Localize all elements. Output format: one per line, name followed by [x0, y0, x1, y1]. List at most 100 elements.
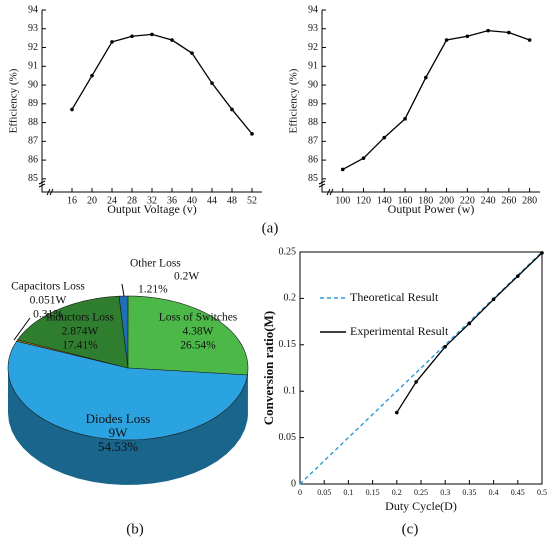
axes	[321, 10, 540, 193]
data-point	[230, 107, 234, 112]
y-axis-label: Efficiency (%)	[288, 68, 300, 133]
x-tick-label: 28	[127, 195, 137, 206]
y-tick-label: 94	[308, 4, 318, 15]
series-line	[71, 33, 253, 135]
panel-label: (c)	[402, 521, 419, 537]
pie-slice	[127, 295, 249, 376]
slice-category: Diodes Loss	[86, 411, 151, 426]
slice-percent: 17.41%	[62, 340, 98, 352]
axis-break	[38, 180, 54, 196]
data-point	[130, 34, 134, 39]
x-tick-label: 180	[418, 195, 433, 206]
slice-percent: 54.53%	[98, 439, 138, 454]
slice-category: Capacitors Loss	[11, 281, 85, 293]
slice-percent: 26.54%	[180, 340, 216, 352]
y-tick-label: 0.1	[284, 385, 297, 396]
data-point	[403, 117, 407, 121]
x-tick-label: 0.4	[489, 488, 499, 497]
y-tick-label: 92	[308, 42, 318, 53]
data-point	[150, 32, 154, 37]
y-tick-label: 89	[308, 98, 318, 109]
y-tick-label: 0.2	[284, 293, 297, 304]
x-tick-label: 20	[87, 195, 97, 206]
y-tick-label: 88	[308, 117, 318, 128]
data-point	[361, 156, 366, 161]
series-line	[342, 29, 530, 171]
x-tick-label: 0.3	[440, 488, 450, 497]
slice-category: Inductors Loss	[46, 312, 115, 324]
y-tick-label: 91	[308, 61, 318, 72]
data-point	[444, 38, 449, 42]
legend-label: Theoretical Result	[350, 290, 439, 304]
data-point	[395, 410, 399, 415]
slice-percent: 0.31%	[33, 309, 63, 321]
x-axis-label: Duty Cycle(D)	[385, 499, 457, 513]
panel-label: (a)	[262, 220, 279, 236]
axes	[41, 10, 262, 193]
data-point	[443, 344, 448, 349]
x-tick-label: 0.1	[343, 488, 353, 497]
y-tick-label: 86	[308, 154, 318, 165]
x-tick-label: 0.35	[462, 488, 476, 497]
x-tick-label: 200	[439, 195, 454, 206]
y-tick-label: 89	[28, 98, 38, 109]
y-tick-label: 94	[28, 4, 38, 15]
y-tick-label: 87	[28, 136, 38, 147]
y-tick-label: 93	[308, 23, 318, 34]
x-tick-label: 160	[398, 195, 413, 206]
slice-percent: 1.21%	[138, 284, 168, 296]
y-tick-label: 0.05	[279, 432, 297, 443]
pie-slice	[7, 340, 248, 441]
x-tick-label: 140	[377, 195, 392, 206]
data-point	[110, 40, 114, 44]
slice-power: 0.051W	[30, 295, 67, 307]
data-point	[190, 51, 194, 55]
data-point	[527, 38, 532, 42]
x-tick-label: 120	[356, 195, 371, 206]
x-tick-label: 220	[460, 195, 475, 206]
data-point	[170, 38, 174, 42]
x-tick-label: 48	[227, 195, 237, 206]
data-point	[486, 28, 490, 33]
x-tick-label: 52	[247, 195, 257, 206]
y-tick-label: 92	[28, 42, 38, 53]
x-tick-label: 100	[335, 195, 350, 206]
pie-sides	[8, 368, 248, 485]
x-tick-label: 36	[167, 195, 177, 206]
data-point	[70, 107, 74, 112]
axis-break	[318, 180, 334, 196]
x-tick-label: 40	[187, 195, 197, 206]
y-tick-label: 93	[28, 23, 38, 34]
x-tick-label: 16	[67, 195, 77, 206]
pie-side	[8, 368, 248, 485]
x-tick-label: 0.05	[317, 488, 331, 497]
data-point	[467, 321, 472, 326]
pie-tops	[7, 295, 249, 441]
slice-category: Other Loss	[130, 258, 181, 270]
data-point	[424, 75, 428, 80]
y-tick-label: 91	[28, 61, 38, 72]
y-tick-label: 90	[28, 79, 38, 90]
slice-power: 4.38W	[183, 326, 214, 338]
y-axis-label: Efficiency (%)	[8, 68, 20, 133]
data-point	[250, 132, 254, 136]
data-point	[210, 81, 214, 85]
x-tick-label: 0.15	[366, 488, 380, 497]
series-line	[299, 251, 543, 485]
data-point	[382, 135, 387, 140]
data-point	[414, 380, 418, 384]
x-axis-label: Output Power (w)	[388, 202, 475, 216]
callout	[121, 283, 125, 297]
y-tick-label: 86	[28, 154, 38, 165]
data-point	[465, 34, 470, 39]
slice-power: 0.2W	[174, 271, 199, 283]
x-tick-label: 0.45	[511, 488, 525, 497]
y-axis-label: Conversion ratio(M)	[261, 311, 276, 425]
data-point	[540, 251, 544, 255]
x-tick-label: 0	[298, 488, 302, 497]
x-tick-label: 0.25	[414, 488, 428, 497]
slice-power: 2.874W	[62, 326, 99, 338]
x-tick-label: 0.5	[537, 488, 547, 497]
data-point	[340, 167, 345, 172]
